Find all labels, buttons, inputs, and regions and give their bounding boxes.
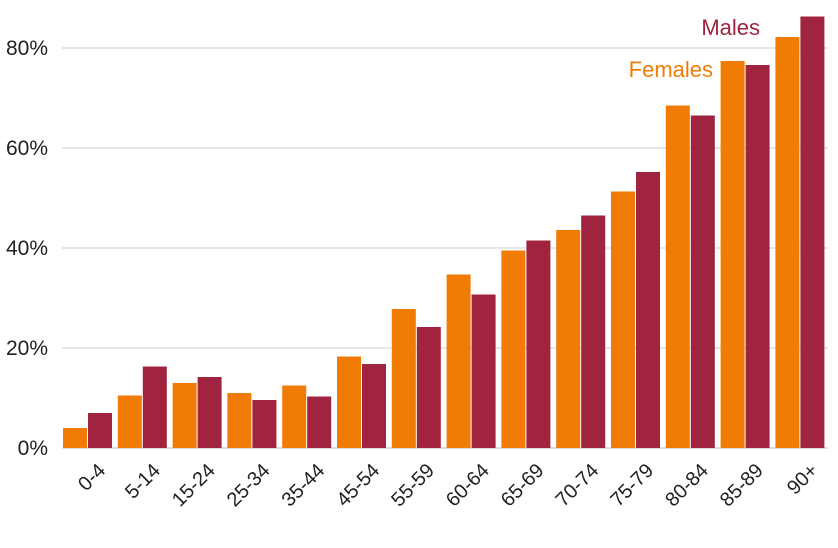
bar-females-65-69 — [501, 250, 526, 448]
bar-females-0-4 — [63, 428, 87, 448]
y-axis-tick-labels: 0% 20% 40% 60% 80% — [6, 37, 48, 460]
bar-males-45-54 — [362, 364, 386, 448]
bar-males-55-59 — [416, 327, 441, 448]
bar-females-35-44 — [282, 385, 307, 448]
bar-females-55-59 — [391, 309, 416, 448]
bar-males-25-34 — [252, 400, 277, 448]
x-tick-label: 35-44 — [278, 460, 330, 512]
x-tick-label: 65-69 — [497, 460, 549, 512]
y-tick-label: 40% — [6, 237, 48, 260]
x-tick-label: 0-4 — [74, 460, 110, 496]
bar-females-25-34 — [227, 393, 252, 448]
legend-label-females: Females — [629, 57, 713, 82]
bar-males-75-79 — [636, 172, 660, 448]
legend-label-males: Males — [701, 15, 760, 40]
bars — [63, 16, 825, 448]
bar-females-45-54 — [337, 356, 361, 448]
bar-males-90+ — [800, 16, 825, 448]
y-tick-label: 80% — [6, 37, 48, 60]
legend: Males Females — [629, 15, 760, 82]
x-tick-label: 25-34 — [223, 460, 275, 512]
x-tick-label: 80-84 — [661, 460, 713, 512]
bar-females-80-84 — [665, 105, 690, 448]
x-tick-label: 60-64 — [442, 460, 494, 512]
x-tick-label: 55-59 — [387, 460, 439, 512]
bar-females-75-79 — [611, 191, 635, 448]
bar-females-85-89 — [720, 61, 745, 448]
y-tick-label: 60% — [6, 137, 48, 160]
x-tick-label: 15-24 — [168, 460, 220, 512]
x-axis-category-labels: 0-4 5-14 15-24 25-34 35-44 45-54 55-59 60-64 65-… — [74, 460, 822, 512]
bar-males-5-14 — [142, 366, 167, 448]
x-tick-label: 5-14 — [121, 460, 165, 504]
bar-males-80-84 — [690, 115, 715, 448]
bar-males-65-69 — [526, 240, 551, 448]
x-tick-label: 75-79 — [606, 460, 658, 512]
bar-males-85-89 — [745, 65, 770, 448]
x-tick-label: 85-89 — [716, 460, 768, 512]
x-tick-label: 45-54 — [332, 460, 384, 512]
bar-females-70-74 — [556, 230, 581, 448]
x-tick-label: 90+ — [783, 460, 823, 500]
bar-females-5-14 — [117, 395, 142, 448]
bar-females-90+ — [775, 37, 800, 448]
y-tick-label: 20% — [6, 337, 48, 360]
bar-males-35-44 — [307, 396, 332, 448]
bar-males-60-64 — [471, 294, 496, 448]
bar-males-0-4 — [88, 413, 112, 448]
bar-males-15-24 — [197, 377, 222, 448]
bar-males-70-74 — [581, 215, 606, 448]
y-tick-label: 0% — [18, 437, 48, 460]
bar-females-15-24 — [172, 383, 197, 448]
x-tick-label: 70-74 — [552, 460, 604, 512]
bar-females-60-64 — [446, 274, 471, 448]
